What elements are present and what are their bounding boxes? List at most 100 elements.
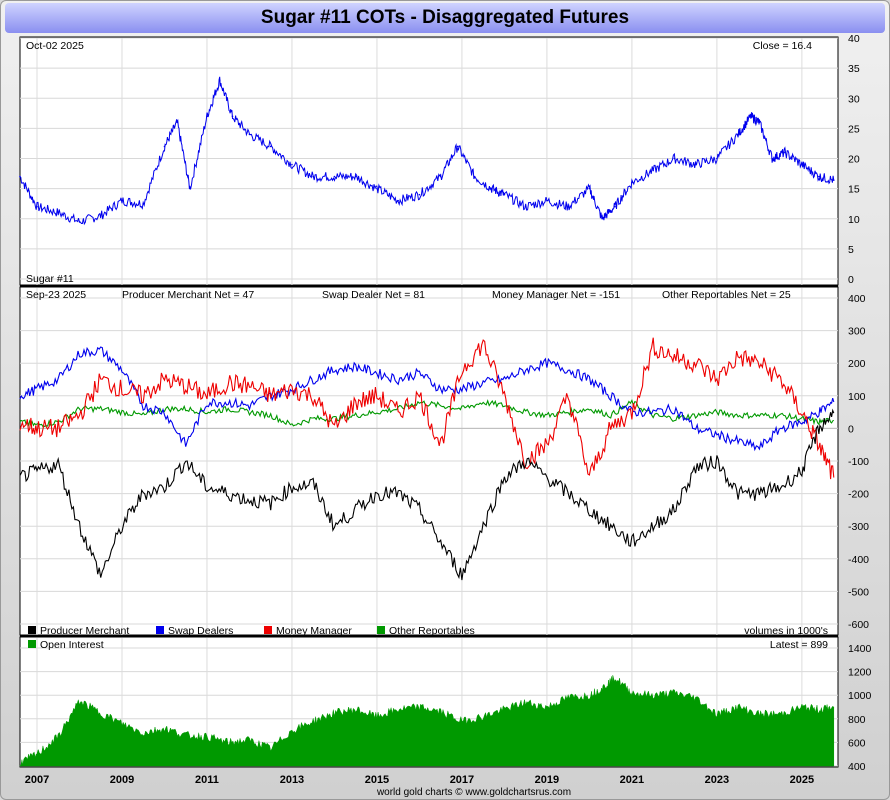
price-point [694,163,697,166]
price-point [248,133,251,136]
y-tick-label: -400 [848,554,869,566]
price-point [121,199,123,202]
legend-producer: Producer Merchant [40,625,129,637]
y-tick-label: 100 [848,391,866,403]
legend-swatch-money [264,626,272,634]
y-tick-label: 40 [848,33,860,45]
price-point [376,187,378,190]
price-point [439,175,442,178]
y-tick-label: 800 [848,714,866,726]
price-point [57,211,60,214]
price-point [601,217,603,220]
price-point [231,115,234,118]
price-point [456,145,459,148]
legend-swap: Swap Dealers [168,625,233,637]
swap-net-header: Swap Dealer Net = 81 [322,289,425,301]
x-tick-label: 2013 [280,774,304,786]
money-net-header: Money Manager Net = -151 [492,289,620,301]
price-point [189,187,191,190]
price-point [142,202,145,205]
price-point [176,121,179,124]
legend-money: Money Manager [276,625,352,637]
y-tick-label: 400 [848,293,866,305]
y-tick-label: -300 [848,521,869,533]
price-point [784,151,786,154]
price-layer [19,76,835,226]
price-line [19,76,835,226]
producer-net-header: Producer Merchant Net = 47 [122,289,254,301]
legend-swatch-swap [156,626,164,634]
x-tick-label: 2017 [450,774,474,786]
y-tick-label: -600 [848,619,869,631]
price-point [19,175,21,178]
x-tick-label: 2011 [195,774,219,786]
price-point [354,175,357,178]
y-tick-label: 25 [848,123,860,135]
price-point [78,220,81,223]
legend-swatch-producer [28,626,36,634]
y-tick-label: 35 [848,63,860,75]
y-tick-label: 300 [848,326,866,338]
y-tick-label: 10 [848,214,860,226]
cot-line-money-manager [19,337,835,480]
price-point [750,115,752,118]
cot-date-label: Sep-23 2025 [26,289,86,301]
price-point [206,115,208,118]
price-point [312,175,315,178]
price-point [673,157,676,160]
price-point [588,187,591,190]
price-date-label: Oct-02 2025 [26,40,84,52]
price-point [546,199,548,202]
price-point [716,157,718,160]
other-net-header: Other Reportables Net = 25 [662,289,791,301]
price-point [333,175,336,178]
price-point [473,175,476,178]
y-tick-label: 30 [848,93,860,105]
price-point [269,145,272,148]
price-point [614,205,616,208]
price-point [737,133,739,136]
x-tick-label: 2019 [535,774,559,786]
price-point [99,214,102,217]
x-tick-label: 2007 [25,774,49,786]
price-point [524,205,527,208]
price-point [36,205,38,208]
y-tick-label: -100 [848,456,869,468]
x-tick-label: 2025 [790,774,814,786]
price-point [397,199,399,202]
x-tick-label: 2021 [620,774,644,786]
price-point [218,79,221,81]
y-tick-label: 0 [848,274,854,286]
price-point [163,145,166,148]
x-tick-label: 2023 [705,774,729,786]
volumes-label: volumes in 1000's [744,625,828,637]
price-point [832,179,835,181]
title-bar: Sugar #11 COTs - Disaggregated Futures [5,3,885,33]
price-point [801,163,803,166]
y-tick-label: 1000 [848,690,872,702]
price-point [631,181,633,184]
y-tick-label: 15 [848,184,860,196]
y-tick-label: 5 [848,244,854,256]
price-series-label: Sugar #11 [26,273,74,285]
open-interest-area [19,675,835,767]
legend-swatch-other [377,626,385,634]
y-tick-label: -500 [848,586,869,598]
cot-layer [19,337,835,581]
y-tick-label: 200 [848,358,866,370]
chart-title: Sugar #11 COTs - Disaggregated Futures [260,7,630,28]
legend-swatch-oi [28,640,36,648]
y-tick-label: -200 [848,489,869,501]
price-point [490,187,493,190]
legend-other: Other Reportables [389,625,475,637]
oi-latest-label: Latest = 899 [770,639,828,651]
price-point [503,193,506,196]
price-point [771,157,773,160]
footer-credit: world gold charts © www.goldchartsrus.co… [376,787,571,798]
price-point [418,193,421,196]
y-tick-label: 0 [848,423,854,435]
price-point [291,163,293,166]
y-tick-label: 600 [848,737,866,749]
price-point [758,121,761,124]
